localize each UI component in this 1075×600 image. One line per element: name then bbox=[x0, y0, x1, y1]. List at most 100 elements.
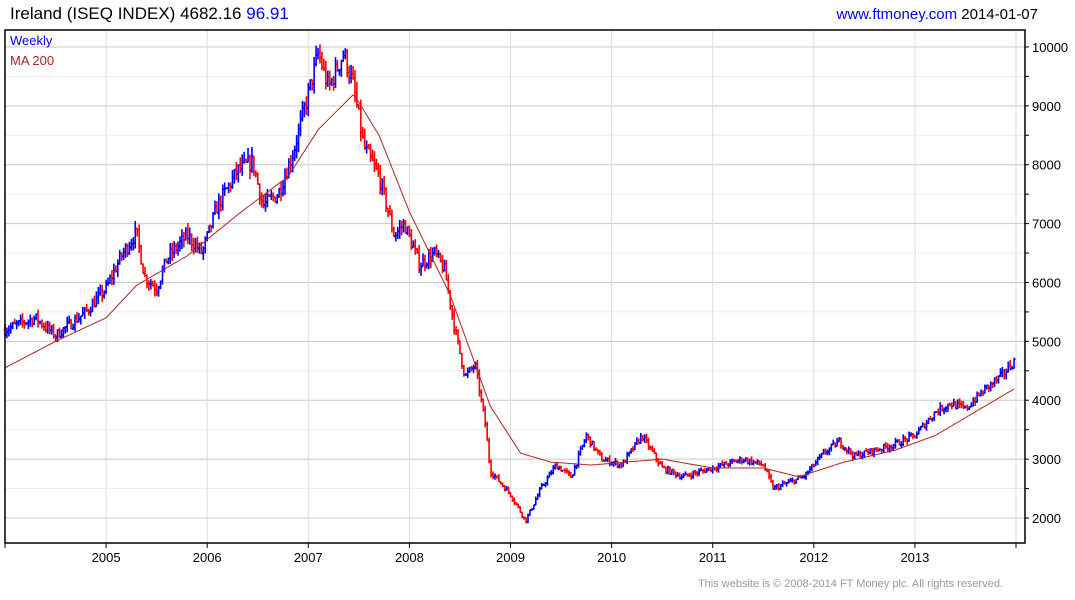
weekly-bar bbox=[886, 443, 890, 453]
y-tick-label: 8000 bbox=[1032, 158, 1061, 173]
weekly-bar bbox=[485, 421, 489, 442]
weekly-bar bbox=[388, 205, 392, 216]
weekly-bar bbox=[619, 462, 623, 469]
weekly-bar bbox=[979, 389, 983, 397]
weekly-bar bbox=[207, 224, 211, 234]
weekly-bar bbox=[22, 319, 26, 329]
plot-border bbox=[4, 29, 1026, 544]
weekly-bar bbox=[777, 483, 781, 491]
weekly-bar bbox=[643, 434, 647, 443]
weekly-bar bbox=[347, 65, 351, 85]
weekly-bar bbox=[555, 462, 559, 470]
weekly-bar bbox=[326, 70, 330, 87]
weekly-bar bbox=[334, 57, 338, 89]
weekly-bar bbox=[633, 441, 637, 451]
weekly-bar bbox=[847, 446, 851, 455]
weekly-bar bbox=[510, 495, 514, 502]
weekly-bar bbox=[547, 471, 551, 479]
weekly-bar bbox=[997, 375, 1001, 384]
weekly-bar bbox=[697, 468, 701, 477]
weekly-bar bbox=[147, 280, 151, 292]
x-tick-label: 2011 bbox=[699, 550, 727, 565]
weekly-bar bbox=[122, 247, 126, 260]
weekly-bar bbox=[256, 172, 260, 185]
y-tick-label: 10000 bbox=[1032, 40, 1068, 55]
weekly-bar bbox=[328, 70, 332, 91]
weekly-bar bbox=[907, 431, 911, 442]
weekly-bar bbox=[106, 277, 110, 287]
weekly-bar bbox=[46, 320, 50, 334]
chart-date: 2014-01-07 bbox=[961, 6, 1038, 23]
weekly-bar bbox=[915, 431, 919, 439]
weekly-bar bbox=[40, 319, 44, 329]
weekly-bar bbox=[645, 433, 649, 444]
weekly-bar bbox=[7, 325, 11, 337]
weekly-bar bbox=[458, 339, 462, 355]
weekly-bar bbox=[176, 241, 180, 256]
weekly-bar bbox=[262, 195, 266, 209]
weekly-bar bbox=[250, 146, 254, 173]
weekly-bar bbox=[314, 45, 318, 67]
weekly-bar bbox=[588, 436, 592, 448]
weekly-bar bbox=[299, 110, 303, 137]
weekly-bar bbox=[512, 497, 516, 506]
weekly-bar bbox=[369, 143, 373, 162]
weekly-bar bbox=[413, 239, 417, 255]
x-tick-label: 2007 bbox=[294, 550, 323, 565]
weekly-bar bbox=[378, 164, 382, 195]
legend-weekly: Weekly bbox=[10, 33, 53, 48]
weekly-bar bbox=[792, 479, 796, 485]
weekly-bar bbox=[491, 471, 495, 479]
weekly-bar bbox=[425, 262, 429, 269]
weekly-bar bbox=[44, 321, 48, 333]
weekly-bar bbox=[660, 460, 664, 468]
weekly-bar bbox=[32, 315, 36, 326]
weekly-bar bbox=[300, 100, 304, 122]
weekly-bar bbox=[962, 401, 966, 410]
weekly-bar bbox=[168, 243, 172, 265]
weekly-bar bbox=[184, 227, 188, 241]
chart-title: Ireland (ISEQ INDEX) 4682.16 96.91 bbox=[10, 4, 289, 24]
ma-200-line bbox=[4, 94, 1015, 477]
index-change: 96.91 bbox=[246, 4, 289, 23]
weekly-bar bbox=[841, 444, 845, 451]
weekly-bar bbox=[145, 274, 149, 289]
weekly-bar bbox=[246, 147, 250, 163]
weekly-bar bbox=[752, 459, 756, 466]
weekly-bar bbox=[232, 168, 236, 184]
weekly-bar bbox=[141, 263, 145, 275]
x-tick-label: 2010 bbox=[597, 550, 626, 565]
weekly-bar bbox=[30, 317, 34, 328]
weekly-bar bbox=[639, 432, 643, 444]
weekly-bar bbox=[444, 259, 448, 281]
weekly-bar bbox=[295, 134, 299, 159]
weekly-bar bbox=[50, 324, 54, 335]
weekly-bar bbox=[213, 200, 217, 215]
weekly-bar bbox=[893, 437, 897, 449]
weekly-bar bbox=[116, 259, 120, 278]
weekly-bar bbox=[112, 263, 116, 285]
weekly-bar bbox=[133, 220, 137, 249]
weekly-bar bbox=[77, 313, 81, 323]
index-value: 4682.16 bbox=[180, 4, 242, 23]
weekly-bar bbox=[442, 259, 446, 272]
x-tick-label: 2009 bbox=[496, 550, 525, 565]
weekly-bar bbox=[396, 226, 400, 239]
weekly-bar bbox=[740, 457, 744, 465]
site-link[interactable]: www.ftmoney.com bbox=[836, 6, 958, 23]
weekly-bar bbox=[466, 367, 470, 378]
weekly-bar bbox=[279, 181, 283, 202]
weekly-bar bbox=[104, 279, 108, 295]
weekly-bar bbox=[129, 238, 133, 251]
weekly-bar bbox=[419, 262, 423, 276]
weekly-bar bbox=[302, 101, 306, 118]
weekly-bar bbox=[536, 493, 540, 501]
weekly-bar bbox=[5, 327, 9, 339]
weekly-bar bbox=[497, 474, 501, 483]
weekly-bar bbox=[230, 169, 234, 189]
weekly-bar bbox=[221, 184, 225, 211]
weekly-bar bbox=[956, 399, 960, 410]
weekly-bar bbox=[767, 469, 771, 480]
weekly-bar bbox=[195, 236, 199, 253]
